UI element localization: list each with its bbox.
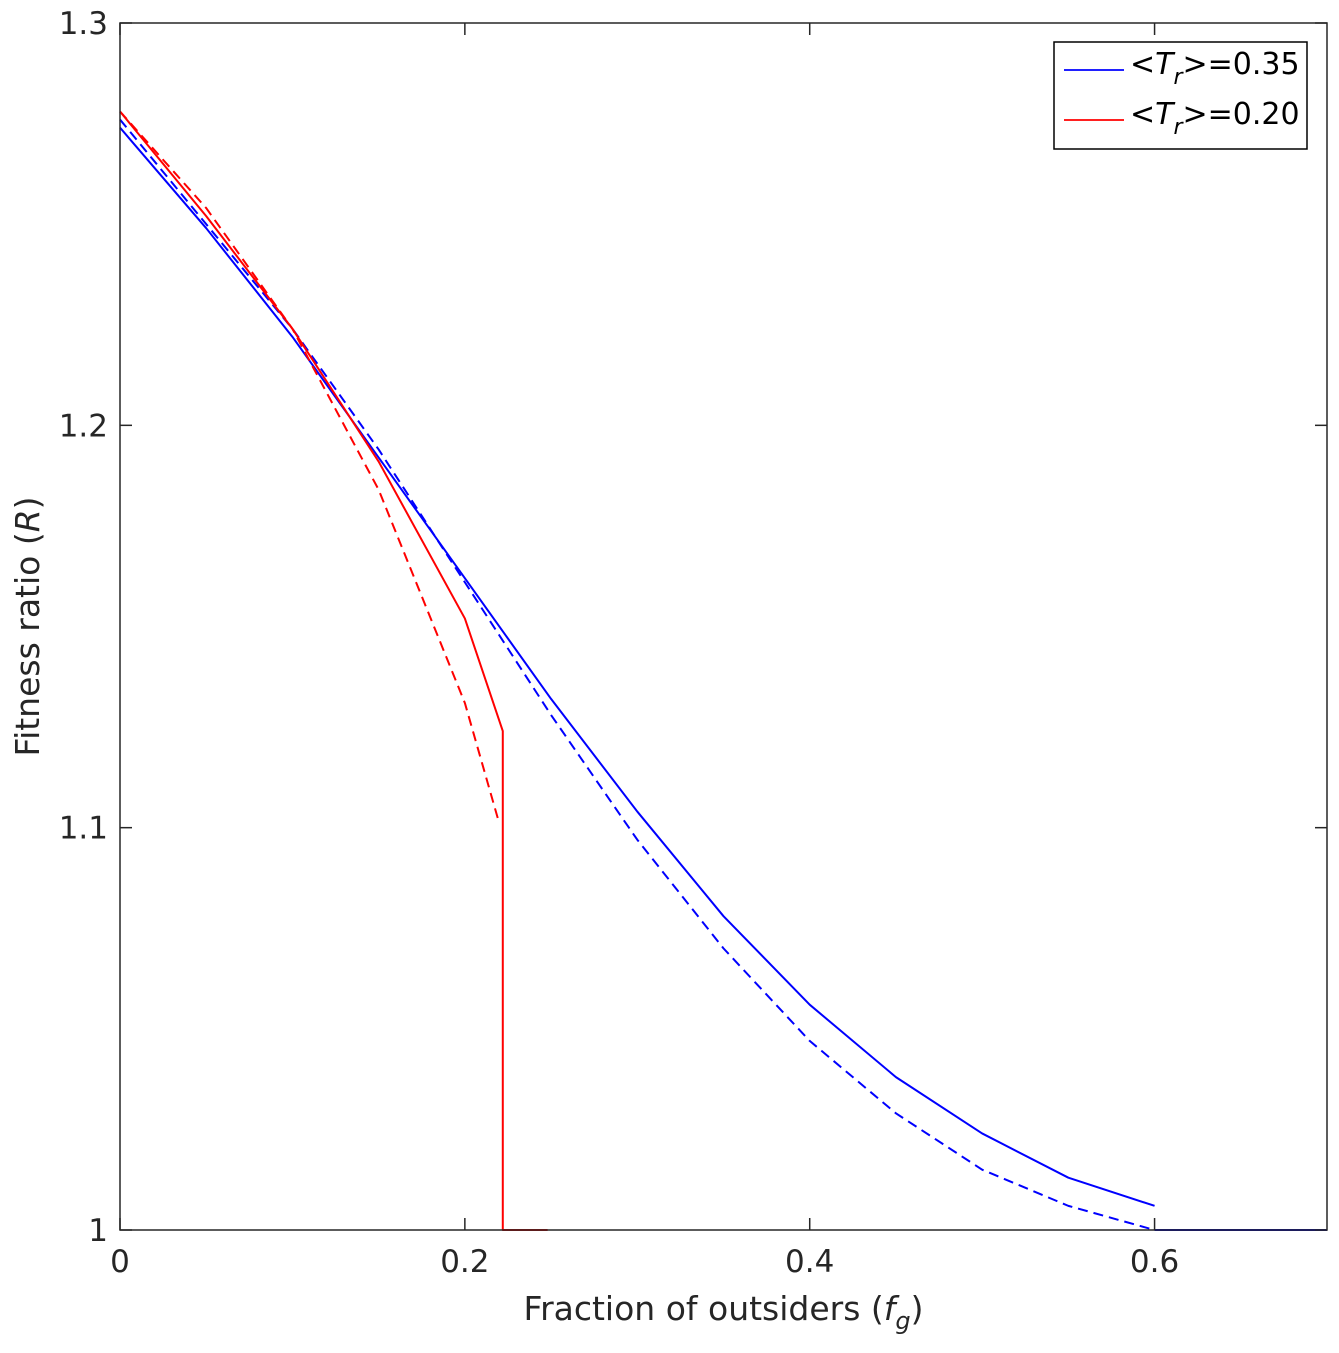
plot-area-frame [119, 22, 1328, 1231]
x-tick-label: 0 [110, 1244, 130, 1280]
x-axis-label-close: ) [911, 1289, 924, 1328]
y-axis-label: Fitness ratio (R) [8, 496, 47, 756]
series-line-4 [119, 110, 548, 1231]
legend-box [1053, 41, 1308, 150]
legend-label-1: <Tr>=0.35 [1130, 47, 1300, 90]
legend-label-2-pre: < [1130, 97, 1155, 132]
y-tick-label: 1 [88, 1213, 108, 1249]
legend-label-1-italic: T [1155, 47, 1176, 82]
y-axis-label-italic: R [8, 509, 47, 532]
legend: <Tr>=0.35 <Tr>=0.20 [1053, 41, 1308, 150]
legend-label-1-post: >=0.35 [1183, 47, 1300, 82]
x-tick-label: 0.2 [440, 1244, 489, 1280]
y-tick-label: 1.3 [59, 6, 108, 42]
x-tick-label: 0.4 [785, 1244, 834, 1280]
series-line-1 [119, 126, 1155, 1207]
legend-label-1-pre: < [1130, 47, 1155, 82]
legend-label-1-sub: r [1173, 65, 1184, 90]
legend-label-2: <Tr>=0.20 [1130, 97, 1300, 140]
x-axis-label-main: Fraction of outsiders ( [523, 1289, 883, 1328]
y-axis-label-main: Fitness ratio ( [8, 532, 47, 756]
x-tick-label: 0.6 [1130, 1244, 1179, 1280]
tick-layer: 0 0.2 0.4 0.6 1 1.1 1.2 1.3 [59, 6, 1327, 1280]
y-tick-label: 1.2 [59, 408, 108, 444]
legend-label-2-post: >=0.20 [1183, 97, 1300, 132]
x-axis-label-subscript: g [895, 1307, 910, 1335]
series-layer [119, 110, 1327, 1231]
y-axis-label-close: ) [8, 496, 47, 509]
legend-label-2-sub: r [1173, 115, 1184, 140]
legend-label-2-italic: T [1155, 97, 1176, 132]
series-line-2 [119, 118, 1155, 1231]
y-tick-label: 1.1 [59, 811, 108, 847]
series-line-5 [119, 110, 501, 824]
